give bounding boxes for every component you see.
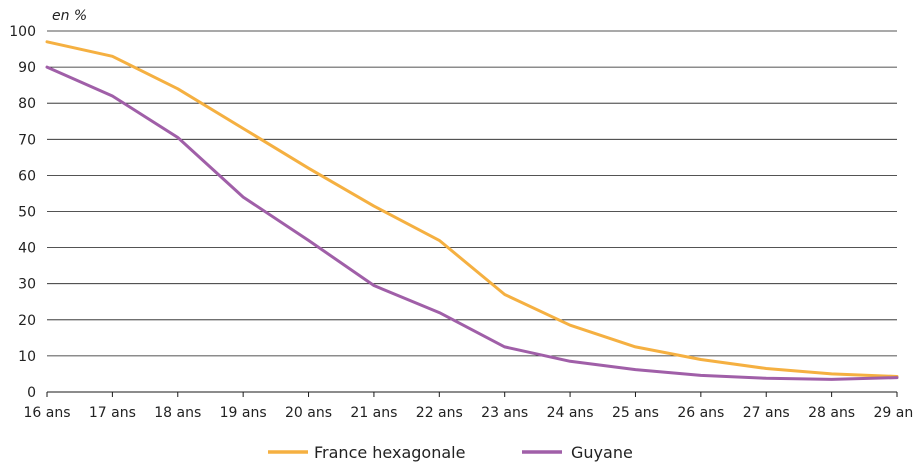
x-tick-label: 23 ans [481,405,528,421]
x-tick-label: 24 ans [547,405,594,421]
gridlines [47,30,897,357]
y-tick-label-70: 70 [18,132,36,148]
x-tick-label: 21 ans [350,405,397,421]
legend: France hexagonale Guyane [268,443,633,462]
x-tick-label: 17 ans [89,405,136,421]
y-axis-unit-label: en % [52,8,87,24]
y-tick-label-10: 10 [18,349,36,365]
series-line-guyane [45,65,899,381]
x-tick-label: 22 ans [416,405,463,421]
y-tick-label-90: 90 [18,60,36,76]
x-tick-label: 27 ans [743,405,790,421]
series-lines [45,40,899,381]
legend-label: Guyane [571,443,633,462]
series-line-france-hexagonale [45,40,899,378]
y-tick-label-100: 100 [9,24,36,40]
y-axis-ticks: 0 10 20 30 40 50 60 70 80 90 100 [9,24,36,401]
y-tick-label-0: 0 [27,385,36,401]
x-tick-label: 26 ans [677,405,724,421]
x-tick-label: 16 ans [23,405,70,421]
x-tick-label: 25 ans [612,405,659,421]
y-tick-label-40: 40 [18,241,36,257]
x-tick-label: 18 ans [154,405,201,421]
x-axis-ticks: 16 ans 17 ans 18 ans 19 ans 20 ans 21 ans 22 a… [23,392,914,421]
x-tick-label: 20 ans [285,405,332,421]
x-tick-label: 28 ans [808,405,855,421]
y-tick-label-80: 80 [18,96,36,112]
legend-label: France hexagonale [314,443,465,462]
y-tick-label-30: 30 [18,277,36,293]
y-tick-label-60: 60 [18,168,36,184]
y-tick-label-50: 50 [18,205,36,221]
x-tick-label: 29 ans [873,405,914,421]
x-tick-label: 19 ans [220,405,267,421]
y-tick-label-20: 20 [18,313,36,329]
